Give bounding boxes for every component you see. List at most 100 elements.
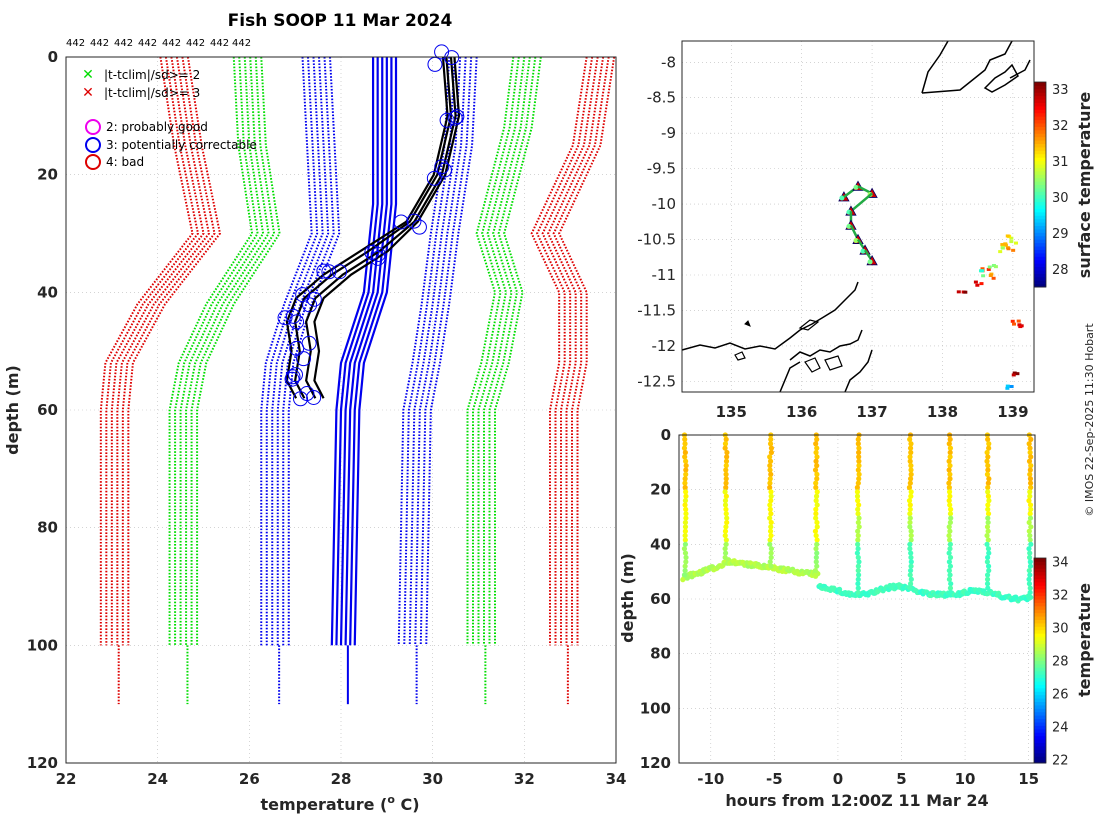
section-point <box>856 445 862 451</box>
section-point <box>985 528 991 534</box>
track-segment <box>850 192 873 213</box>
colorbar-swatch <box>1034 585 1046 590</box>
section-point <box>985 502 991 508</box>
sample-count: 442 <box>210 38 229 49</box>
section-point <box>682 454 688 460</box>
section-point <box>985 463 991 469</box>
section-point <box>723 511 729 517</box>
sst-pixel <box>1013 241 1018 245</box>
colorbar-swatch <box>1034 191 1046 196</box>
section-point <box>722 502 729 508</box>
section-point <box>722 441 729 447</box>
section-point <box>768 493 774 499</box>
colorbar-swatch <box>1034 722 1046 726</box>
section-point <box>985 489 991 495</box>
section-point <box>984 559 991 565</box>
climatology-line <box>425 56 478 646</box>
section-point <box>908 563 914 569</box>
section-point <box>1026 594 1033 600</box>
colorbar-swatch <box>1034 112 1046 117</box>
section-point <box>907 458 913 464</box>
legend-crit2: |t-tclim|/sd>= 2 <box>104 68 200 82</box>
section-point <box>984 458 990 464</box>
section-point <box>682 484 688 491</box>
section-point <box>855 563 861 569</box>
colorbar-swatch <box>1034 749 1046 754</box>
profile-x-label: temperature (o C) <box>260 793 419 814</box>
colorbar-swatch <box>1034 252 1046 257</box>
colorbar-swatch <box>1034 670 1046 675</box>
section-point <box>767 515 773 521</box>
sst-pixel <box>1012 322 1017 326</box>
section-point <box>812 528 819 534</box>
section-point <box>1027 480 1034 486</box>
y-tick-label: 0 <box>48 48 58 66</box>
colorbar-swatch <box>1034 725 1046 730</box>
section-point <box>814 463 820 469</box>
section-point <box>723 463 729 469</box>
x-tick-label: 28 <box>331 770 352 788</box>
colorbar-swatch <box>1034 123 1046 127</box>
section-point <box>856 524 862 530</box>
map-satellite-sst <box>956 234 1024 390</box>
profile-y-ticks: 0 20 40 60 80 100 120 <box>27 48 58 772</box>
colorbar-swatch <box>1034 616 1046 620</box>
magenta-circle-icon <box>85 119 101 135</box>
section-point <box>814 519 820 526</box>
sst-pixel <box>1009 240 1014 244</box>
colorbar-tick-label: 32 <box>1052 588 1069 603</box>
climatology-line <box>552 56 610 646</box>
section-point <box>946 480 952 486</box>
section-point <box>856 471 862 477</box>
section-point <box>985 585 991 591</box>
colorbar-swatch <box>1034 208 1046 213</box>
section-point <box>723 436 729 442</box>
section-point <box>722 546 728 552</box>
colorbar-swatch <box>1034 99 1046 103</box>
section-point <box>768 489 774 495</box>
climatology-line <box>349 57 393 646</box>
colorbar-swatch <box>1034 225 1046 230</box>
colorbar-swatch <box>1034 735 1046 740</box>
section-point <box>986 445 992 451</box>
section-point <box>682 441 688 447</box>
section-point <box>767 528 774 534</box>
colorbar-swatch <box>1034 622 1046 627</box>
section-point <box>1028 454 1034 460</box>
climatology-line <box>339 57 384 646</box>
section-point <box>946 524 952 530</box>
section-point <box>683 471 689 477</box>
section-point <box>855 585 861 591</box>
section-point <box>908 550 914 556</box>
flag-circle <box>406 213 422 229</box>
legend-flag3: 3: potentially correctable <box>106 138 257 152</box>
section-point <box>1027 550 1033 556</box>
section-point <box>768 498 774 504</box>
red-circle-icon <box>85 154 101 170</box>
section-point <box>814 471 820 477</box>
climatology-line <box>547 56 605 646</box>
island-outline <box>983 63 1019 93</box>
colorbar-swatch <box>1034 126 1046 131</box>
section-point <box>814 454 820 460</box>
sst-pixel <box>980 267 985 271</box>
section-point <box>907 541 913 547</box>
section-point <box>855 480 861 486</box>
section-point <box>814 489 820 495</box>
colorbar-swatch <box>1034 228 1046 233</box>
section-point <box>854 550 860 556</box>
section-point <box>767 467 773 473</box>
section-point <box>682 567 688 574</box>
x-tick-label: 26 <box>239 770 260 788</box>
section-point <box>855 528 861 534</box>
sample-count: 442 <box>162 38 181 49</box>
coastline <box>681 281 859 351</box>
flag-circle <box>370 246 386 262</box>
section-point <box>1026 528 1032 534</box>
section-point <box>947 519 953 526</box>
section-point <box>908 559 914 565</box>
colorbar-swatch <box>1034 150 1046 155</box>
section-scatter <box>680 432 1034 604</box>
section-point <box>682 550 689 556</box>
section-point <box>1027 563 1034 569</box>
